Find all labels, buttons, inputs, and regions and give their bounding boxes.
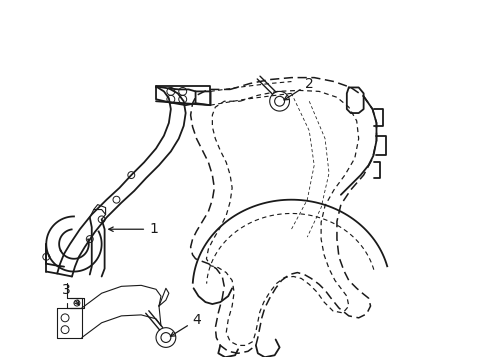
Text: 3: 3 xyxy=(62,283,79,305)
Text: 4: 4 xyxy=(170,313,201,336)
Text: 2: 2 xyxy=(284,77,313,100)
Text: 1: 1 xyxy=(108,222,158,236)
